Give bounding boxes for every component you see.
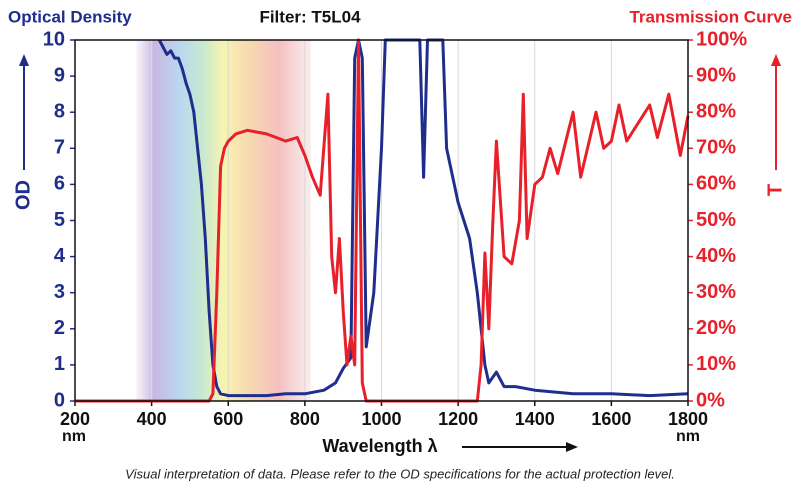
series-line: [157, 38, 689, 398]
x-unit: nm: [676, 428, 700, 445]
y-tick-label: 10: [43, 28, 65, 50]
footnote: Visual interpretation of data. Please re…: [125, 466, 675, 481]
y-tick-label: 9: [54, 64, 65, 86]
x-tick-label: 800: [290, 409, 320, 429]
x-tick-label: 200: [60, 409, 90, 429]
x-tick-label: 1600: [591, 409, 631, 429]
y-tick-label: 0: [54, 389, 65, 411]
y2-tick-label: 50%: [696, 209, 736, 231]
y2-arrow-head: [771, 54, 781, 66]
x-tick-label: 1200: [438, 409, 478, 429]
y2-tick-label: 90%: [696, 64, 736, 86]
x-unit: nm: [62, 428, 86, 445]
y2-tick-label: 10%: [696, 353, 736, 375]
x-tick-label: 600: [213, 409, 243, 429]
chart-title: Filter: T5L04: [259, 7, 361, 26]
y-tick-label: 7: [54, 137, 65, 159]
transmission-title: Transmission Curve: [629, 7, 792, 26]
y2-axis-label: T: [764, 184, 786, 196]
y-tick-label: 2: [54, 317, 65, 339]
y-tick-label: 8: [54, 100, 65, 122]
x-tick-label: 400: [137, 409, 167, 429]
spectrum-band: [136, 40, 312, 401]
x-tick-label: 1000: [361, 409, 401, 429]
y2-tick-label: 40%: [696, 245, 736, 267]
y-tick-label: 1: [54, 353, 65, 375]
y-tick-label: 4: [54, 245, 66, 267]
y2-tick-label: 0%: [696, 389, 725, 411]
y2-tick-label: 70%: [696, 137, 736, 159]
y2-tick-label: 30%: [696, 281, 736, 303]
x-tick-label: 1400: [515, 409, 555, 429]
y2-tick-label: 100%: [696, 28, 747, 50]
x-arrow-head: [566, 442, 578, 452]
y2-tick-label: 80%: [696, 100, 736, 122]
y-tick-label: 3: [54, 281, 65, 303]
od-title: Optical Density: [8, 7, 132, 26]
y-tick-label: 5: [54, 209, 65, 231]
y-arrow-head: [19, 54, 29, 66]
plot-frame: [74, 39, 689, 402]
y2-tick-label: 20%: [696, 317, 736, 339]
x-axis-label: Wavelength λ: [322, 436, 437, 456]
y2-tick-label: 60%: [696, 173, 736, 195]
y-tick-label: 6: [54, 173, 65, 195]
y-axis-label: OD: [12, 180, 34, 210]
x-tick-label: 1800: [668, 409, 708, 429]
